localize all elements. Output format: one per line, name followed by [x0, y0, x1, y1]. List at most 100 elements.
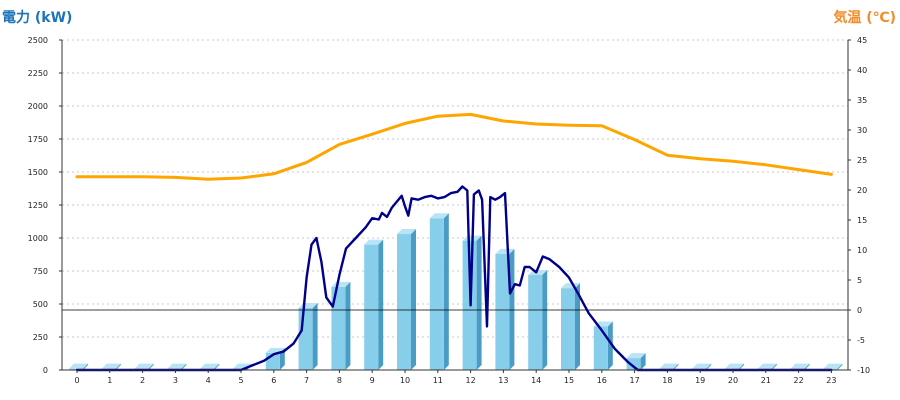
power-bar-top — [200, 363, 220, 369]
left-tick-label: 1000 — [28, 234, 48, 243]
power-bar-top — [364, 239, 384, 245]
right-tick-label: -5 — [857, 336, 865, 345]
right-tick-label: 5 — [857, 276, 862, 285]
left-tick-label: 500 — [33, 300, 48, 309]
grid-lines — [62, 39, 848, 338]
power-bar-side — [542, 269, 548, 370]
left-tick-label: 2500 — [28, 36, 48, 45]
power-bar-side — [181, 363, 187, 370]
x-tick-label: 17 — [630, 376, 640, 385]
power-bar-top — [757, 363, 777, 369]
power-bar-front — [298, 307, 313, 370]
axes — [59, 39, 851, 373]
power-bar-top — [495, 248, 515, 254]
power-bar-top — [101, 363, 121, 369]
power-bar-top — [167, 363, 187, 369]
x-tick-label: 2 — [140, 376, 145, 385]
power-line — [75, 185, 833, 372]
power-bar-10 — [397, 229, 416, 370]
x-tick-label: 16 — [597, 376, 607, 385]
x-tick-label: 12 — [466, 376, 476, 385]
x-tick-label: 22 — [794, 376, 804, 385]
power-bar-side — [575, 283, 580, 370]
power-bar-front — [364, 244, 379, 370]
power-bar-front — [626, 358, 641, 370]
x-tick-label: 19 — [695, 376, 705, 385]
x-tick-label: 7 — [304, 376, 309, 385]
power-bar-side — [739, 363, 744, 370]
power-bar-side — [411, 229, 416, 370]
power-bar-side — [115, 363, 121, 370]
right-axis-title: 気温 (℃) — [833, 9, 896, 26]
x-tick-label: 18 — [662, 376, 672, 385]
power-bar-front — [429, 218, 444, 370]
right-tick-label: 35 — [857, 96, 867, 105]
power-bar-front — [528, 274, 543, 370]
x-tick-label: 1 — [107, 376, 112, 385]
power-bar-side — [837, 363, 843, 370]
power-bar-front — [331, 286, 346, 370]
power-bar-top — [823, 363, 843, 369]
power-bar-side — [771, 363, 777, 370]
x-tick-label: 0 — [74, 376, 79, 385]
x-tick-label: 14 — [531, 376, 541, 385]
power-bar-top — [659, 363, 679, 369]
power-bar-9 — [364, 239, 384, 370]
power-bar-top — [134, 363, 154, 369]
left-tick-label: 0 — [43, 366, 48, 375]
temperature-line — [75, 112, 833, 181]
power-bar-side — [640, 353, 646, 370]
left-tick-label: 1750 — [28, 135, 48, 144]
x-tick-label: 10 — [400, 376, 410, 385]
power-bar-side — [214, 363, 220, 370]
x-tick-label: 6 — [271, 376, 276, 385]
x-tick-label: 13 — [498, 376, 508, 385]
x-tick-label: 15 — [564, 376, 574, 385]
left-tick-label: 2000 — [28, 102, 48, 111]
power-bar-top — [626, 353, 646, 359]
right-tick-label: 10 — [857, 246, 867, 255]
x-tick-label: 21 — [761, 376, 771, 385]
power-bar-top — [725, 363, 744, 369]
power-bar-side — [673, 363, 679, 370]
right-tick-label: 25 — [857, 156, 867, 165]
left-tick-label: 1500 — [28, 168, 48, 177]
power-bar-16 — [593, 321, 613, 370]
power-bar-side — [345, 281, 351, 370]
left-tick-label: 750 — [33, 267, 48, 276]
tick-labels: 02505007501000125015001750200022502500-1… — [28, 36, 870, 385]
power-bar-top — [692, 363, 712, 369]
power-bar-15 — [561, 283, 580, 370]
right-tick-label: 40 — [857, 66, 867, 75]
x-tick-label: 9 — [370, 376, 375, 385]
power-bar-side — [607, 321, 613, 370]
right-tick-label: 45 — [857, 36, 867, 45]
power-bar-side — [443, 213, 449, 370]
series-lines — [75, 112, 833, 372]
power-bar-7 — [298, 302, 318, 370]
power-bar-top — [69, 363, 88, 369]
power-bar-front — [495, 253, 510, 370]
power-bar-front — [397, 234, 411, 370]
right-tick-label: 0 — [857, 306, 862, 315]
power-bar-side — [804, 363, 810, 370]
power-bar-side — [706, 363, 712, 370]
left-tick-label: 250 — [33, 333, 48, 342]
power-bar-side — [509, 248, 515, 370]
power-bar-top — [790, 363, 810, 369]
left-tick-label: 2250 — [28, 69, 48, 78]
left-tick-label: 1250 — [28, 201, 48, 210]
power-bar-8 — [331, 281, 351, 370]
right-tick-label: 30 — [857, 126, 867, 135]
power-bar-11 — [429, 213, 449, 370]
x-tick-label: 23 — [826, 376, 836, 385]
power-bar-top — [397, 229, 416, 235]
power-bar-side — [83, 363, 88, 370]
x-tick-label: 4 — [206, 376, 211, 385]
x-tick-label: 20 — [728, 376, 738, 385]
power-bar-front — [593, 326, 608, 370]
power-bar-14 — [528, 269, 548, 370]
power-bar-front — [561, 288, 575, 370]
power-bar-side — [476, 235, 482, 370]
